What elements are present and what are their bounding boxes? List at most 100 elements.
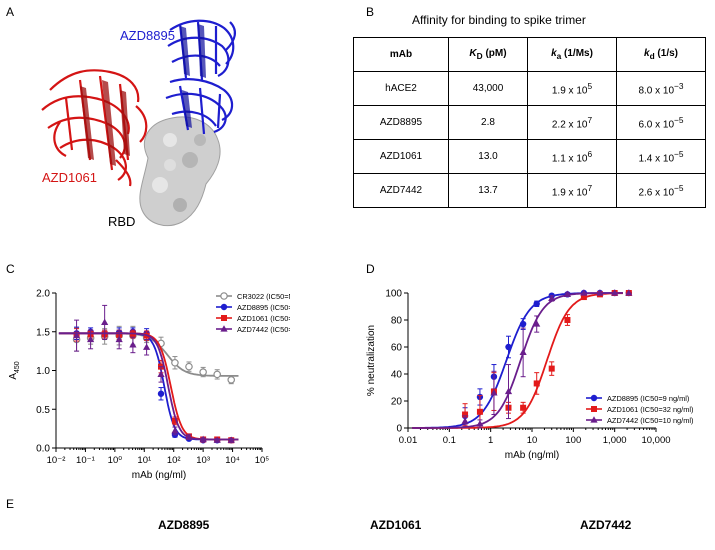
table-row: hACE2 43,000 1.9 x 105 8.0 x 10−3 (353, 71, 706, 106)
y-tick-label: 1.0 (36, 366, 50, 377)
data-point (533, 320, 541, 327)
cell-koff: 8.0 x 10−3 (616, 71, 706, 106)
data-point (115, 335, 123, 343)
x-tick-label: 1,000 (603, 435, 627, 446)
y-tick-label: 0.5 (36, 405, 50, 416)
data-point (213, 436, 221, 443)
x-tick-label: 0.1 (443, 435, 456, 446)
data-point (462, 411, 469, 418)
azd8895-darker-strands (180, 24, 206, 128)
data-point (199, 435, 207, 443)
cell-kd: 43,000 (448, 71, 528, 106)
table-row: AZD8895 2.8 2.2 x 107 6.0 x 10−5 (353, 105, 706, 140)
col-header-mab: mAb (353, 37, 449, 72)
legend-marker (590, 394, 598, 402)
x-tick-label: 10¹ (137, 455, 151, 466)
data-point (143, 343, 151, 350)
data-point (185, 362, 193, 371)
x-tick-label: 10⁻² (47, 455, 66, 466)
table-header-row: mAb KD (pM) ka (1/Ms) kd (1/s) (353, 37, 706, 72)
data-point (227, 376, 236, 384)
panel-label-e: E (6, 497, 15, 511)
data-point (625, 289, 633, 296)
table-row: AZD7442 13.7 1.9 x 107 2.6 x 10−5 (353, 173, 706, 208)
data-point (548, 294, 556, 301)
y-axis-label: A450 (8, 361, 21, 379)
data-point (171, 417, 178, 424)
rbd-surface (139, 116, 221, 226)
data-point (129, 341, 137, 348)
cell-koff: 1.4 x 10−5 (616, 139, 706, 174)
data-point (171, 358, 179, 367)
x-tick-label: 10,000 (641, 435, 670, 446)
cell-koff: 6.0 x 10−5 (616, 105, 706, 140)
affinity-table: mAb KD (pM) ka (1/Ms) kd (1/s) hACE2 43,… (353, 37, 706, 208)
data-point (490, 389, 498, 396)
col-header-kd: KD (pM) (448, 37, 528, 72)
x-tick-label: 10 (527, 435, 538, 446)
y-tick-label: 0.0 (36, 444, 50, 455)
y-tick-label: 0 (396, 424, 402, 435)
binding-elisa-chart: 0.0 0.5 1.0 1.5 2.0 10⁻² 10⁻¹ 10⁰ 10¹ 10² 10³ 10⁴ 10… (8, 289, 290, 482)
data-point (596, 289, 604, 296)
panel-e-name-3: AZD7442 (580, 518, 632, 532)
legend-label: AZD7442 (IC50=65.0 ng/ml) (237, 325, 290, 334)
legend-label: CR3022 (IC50=ND) (237, 292, 290, 301)
data-point (171, 427, 179, 434)
table-row: AZD1061 13.0 1.1 x 106 1.4 x 10−5 (353, 139, 706, 174)
cell-mab: AZD7442 (353, 173, 449, 208)
y-tick-label: 20 (391, 397, 403, 408)
neutralization-chart: 0 20 40 60 80 100 0.01 0.1 1 10 100 1,000 10,000 mAb … (366, 289, 693, 462)
azd1061-ribbon (41, 69, 148, 187)
x-tick-label: 10³ (196, 455, 210, 466)
legend-label: AZD8895 (IC50=47.7 ng/ml) (237, 303, 290, 312)
x-tick-label: 1 (488, 435, 493, 446)
panel-e-name-1: AZD8895 (158, 518, 210, 532)
data-point (533, 380, 540, 387)
y-tick-label: 2.0 (36, 289, 50, 300)
panel-label-d: D (366, 262, 375, 276)
legend-marker (220, 292, 228, 300)
x-tick-label: 10² (167, 455, 181, 466)
y-axis-label-sub: 450 (14, 361, 21, 373)
cell-mab: AZD8895 (353, 105, 449, 140)
data-point (227, 436, 235, 443)
y-tick-label: 40 (391, 370, 403, 381)
y-axis-label: % neutralization (366, 325, 377, 396)
panel-label-b: B (366, 5, 375, 19)
y-tick-label: 60 (391, 343, 403, 354)
legend-marker (220, 325, 228, 332)
cell-mab: hACE2 (353, 71, 449, 106)
y-tick-label: 80 (391, 316, 403, 327)
data-point (476, 420, 484, 427)
data-point (580, 294, 587, 301)
data-point (213, 370, 221, 379)
data-point (157, 390, 165, 397)
y-tick-label: 1.5 (36, 327, 50, 338)
data-point (519, 320, 527, 328)
data-point (199, 368, 207, 376)
data-point (157, 370, 165, 377)
azd1061-label: AZD1061 (42, 170, 97, 185)
data-point (580, 289, 588, 296)
cell-kd: 13.7 (448, 173, 528, 208)
data-point (185, 433, 193, 440)
x-tick-label: 0.01 (399, 435, 418, 446)
azd8895-label: AZD8895 (120, 28, 175, 43)
x-axis-label: mAb (ng/ml) (505, 450, 559, 461)
data-point (519, 348, 527, 355)
cell-ka: 1.9 x 105 (527, 71, 617, 106)
panel-e-name-2: AZD1061 (370, 518, 422, 532)
x-tick-label: 100 (565, 435, 581, 446)
legend-marker (591, 406, 597, 412)
legend-label: AZD1061 (IC50=32 ng/ml) (607, 405, 693, 414)
cell-kd: 2.8 (448, 105, 528, 140)
data-point (505, 343, 512, 351)
data-point (520, 404, 527, 411)
data-point (564, 317, 571, 323)
col-header-ka: ka (1/Ms) (527, 37, 617, 72)
cell-ka: 1.1 x 106 (527, 139, 617, 174)
cell-koff: 2.6 x 10−5 (616, 173, 706, 208)
y-tick-label: 100 (385, 289, 402, 300)
data-point (461, 417, 469, 424)
